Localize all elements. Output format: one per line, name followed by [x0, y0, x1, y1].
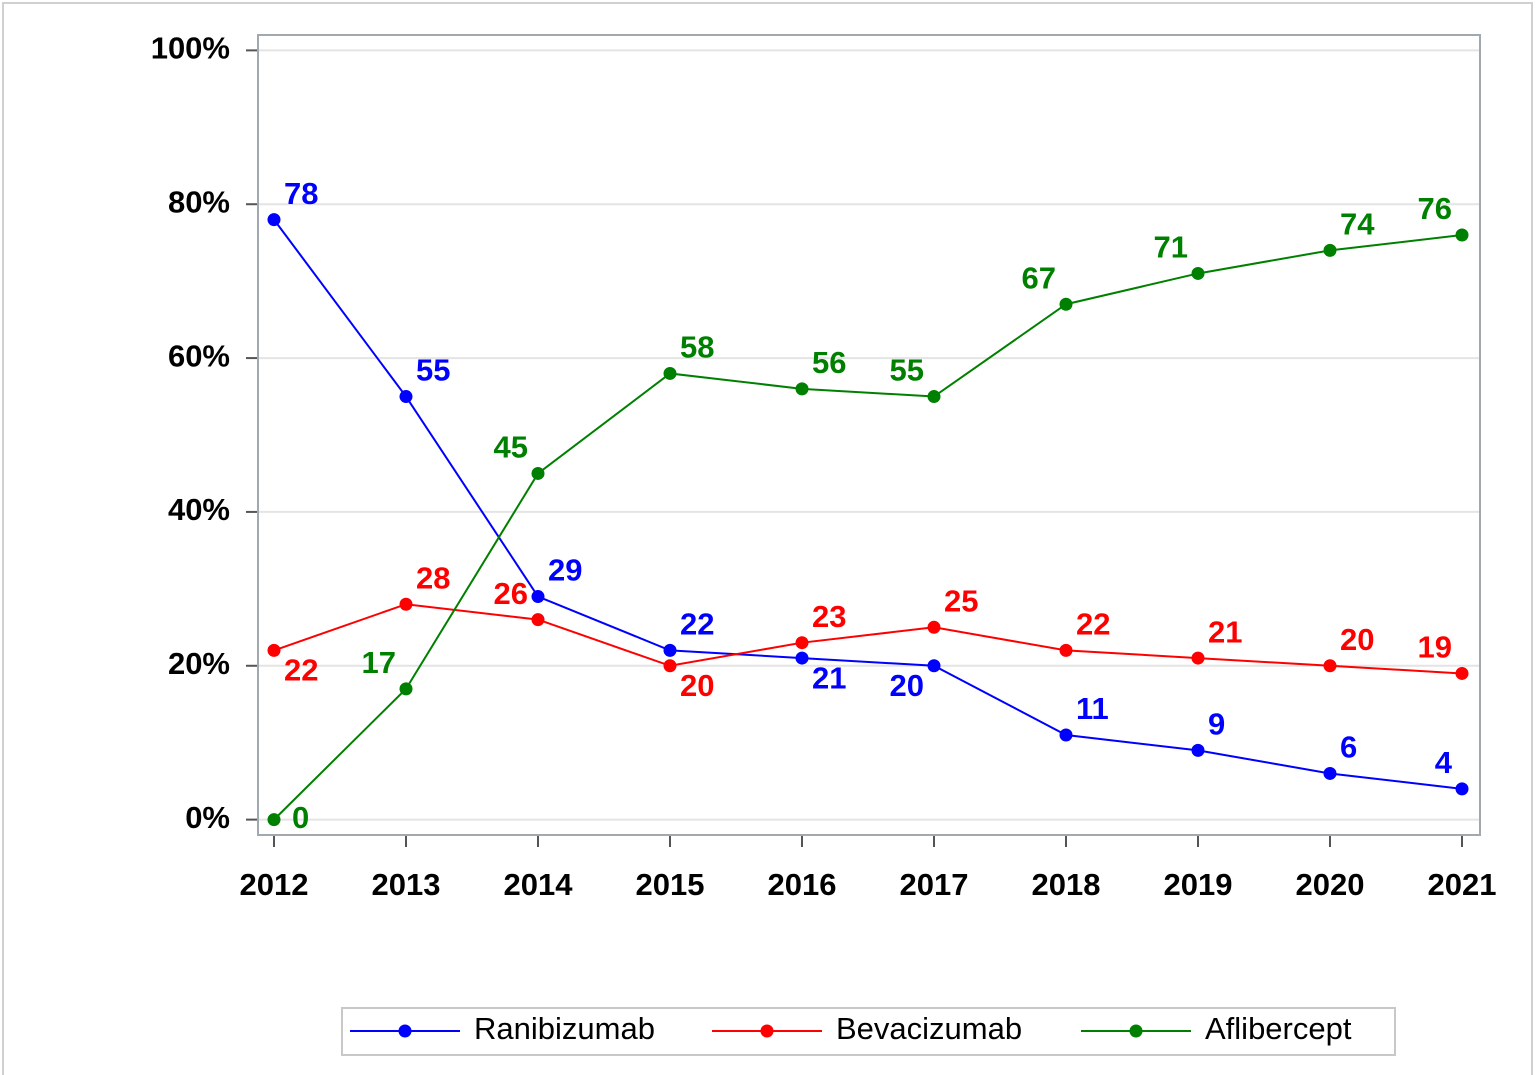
y-tick-label: 20% [168, 646, 230, 681]
data-point [399, 597, 413, 611]
data-point [927, 620, 941, 634]
data-point [267, 213, 281, 227]
data-point [927, 390, 941, 404]
data-label: 78 [284, 176, 318, 211]
data-label: 17 [362, 645, 396, 680]
data-point [795, 636, 809, 650]
x-tick-label: 2020 [1296, 867, 1365, 902]
legend-marker [398, 1024, 412, 1038]
legend-box [341, 1007, 1396, 1056]
data-point [1191, 651, 1205, 665]
plot-frame [257, 34, 1481, 836]
x-tick-label: 2019 [1164, 867, 1233, 902]
data-label: 45 [494, 430, 528, 465]
data-point [927, 659, 941, 673]
data-point [795, 382, 809, 396]
data-point [663, 659, 677, 673]
data-label: 71 [1154, 230, 1188, 265]
y-tick-label: 40% [168, 492, 230, 527]
data-point [1323, 659, 1337, 673]
data-point [1455, 228, 1469, 242]
data-label: 22 [284, 653, 318, 688]
data-label: 28 [416, 560, 450, 595]
x-tick-label: 2014 [504, 867, 574, 902]
x-tick-label: 2013 [372, 867, 441, 902]
x-tick-label: 2018 [1032, 867, 1101, 902]
y-tick-label: 60% [168, 338, 230, 373]
data-point [1059, 728, 1073, 742]
grid: 0% 20% 40% 60% 80% 100% 2012 2013 2014 2015 2016 20… [151, 31, 1497, 903]
data-label: 21 [1208, 614, 1242, 649]
data-label: 22 [1076, 607, 1110, 642]
data-point [531, 590, 545, 604]
data-label: 26 [494, 576, 528, 611]
data-point [399, 390, 413, 404]
data-label: 22 [680, 607, 714, 642]
legend-label: Aflibercept [1205, 1011, 1352, 1046]
data-point [663, 366, 677, 380]
x-tick-label: 2021 [1428, 867, 1497, 902]
x-tick-label: 2012 [240, 867, 309, 902]
data-label: 0 [292, 800, 309, 835]
data-label: 19 [1418, 630, 1452, 665]
data-label: 20 [1340, 622, 1374, 657]
legend-label: Ranibizumab [474, 1011, 655, 1046]
legend-marker [760, 1024, 774, 1038]
data-point [1059, 643, 1073, 657]
data-point [531, 466, 545, 480]
data-point [267, 813, 281, 827]
legend-marker [1129, 1024, 1143, 1038]
data-label: 67 [1022, 260, 1056, 295]
x-tick-label: 2016 [768, 867, 837, 902]
legend-label: Bevacizumab [836, 1011, 1022, 1046]
data-point [1323, 766, 1337, 780]
data-point [531, 613, 545, 627]
data-point [795, 651, 809, 665]
data-label: 4 [1435, 745, 1453, 780]
data-label: 6 [1340, 730, 1357, 765]
data-label: 29 [548, 553, 582, 588]
data-point [1191, 743, 1205, 757]
data-point [1455, 782, 1469, 796]
data-point [1455, 666, 1469, 680]
series-line [273, 219, 1463, 790]
legend: Ranibizumab Bevacizumab Aflibercept [350, 1011, 1352, 1046]
data-label: 56 [812, 345, 846, 380]
data-point [663, 643, 677, 657]
data-label: 55 [416, 353, 450, 388]
data-point [399, 682, 413, 696]
data-point [1059, 297, 1073, 311]
plot: 78 55 29 22 21 20 11 9 6 4 22 28 26 20 23 25 22 21 20 19 0 17… [267, 176, 1469, 835]
data-label: 9 [1208, 707, 1225, 742]
y-tick-label: 0% [185, 800, 230, 835]
series-line [273, 234, 1463, 821]
data-label: 20 [890, 668, 924, 703]
data-label: 55 [890, 353, 924, 388]
series-line [273, 603, 1463, 675]
data-label: 74 [1340, 207, 1375, 242]
y-tick-label: 100% [151, 31, 230, 66]
data-label: 20 [680, 668, 714, 703]
data-label: 76 [1418, 191, 1452, 226]
data-label: 58 [680, 330, 714, 365]
data-label: 21 [812, 660, 846, 695]
data-point [1191, 266, 1205, 280]
x-tick-label: 2015 [636, 867, 705, 902]
data-point [267, 643, 281, 657]
data-point [1323, 243, 1337, 257]
data-label: 23 [812, 599, 846, 634]
data-label: 11 [1076, 691, 1109, 726]
data-label: 25 [944, 583, 978, 618]
y-tick-label: 80% [168, 184, 230, 219]
x-tick-label: 2017 [900, 867, 969, 902]
